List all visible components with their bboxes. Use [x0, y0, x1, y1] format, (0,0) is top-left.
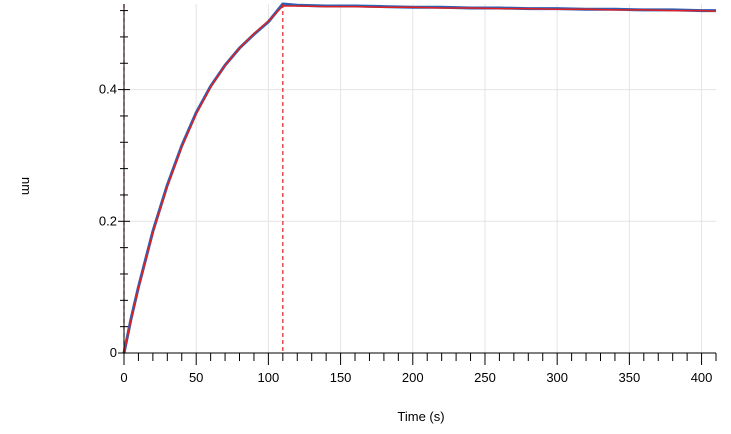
vertical-markers — [123, 4, 284, 353]
x-tick-label: 300 — [546, 370, 568, 385]
x-tick-label: 400 — [691, 370, 713, 385]
grid — [124, 4, 716, 353]
x-tick-label: 350 — [619, 370, 641, 385]
x-tick-label: 250 — [474, 370, 496, 385]
x-tick-label: 100 — [258, 370, 280, 385]
x-tick-label: 50 — [189, 370, 203, 385]
series-layer — [122, 2, 717, 354]
y-tick-label: 0.2 — [99, 213, 117, 228]
x-axis-title: Time (s) — [397, 409, 444, 424]
y-tick-label: 0.4 — [99, 82, 117, 97]
x-tick-label: 150 — [330, 370, 352, 385]
tick-labels: 0 50 100 150 200 250 300 350 400 0 0.2 0.4 — [99, 82, 712, 385]
series-line-fit — [123, 5, 717, 354]
series-line-measured — [122, 2, 716, 354]
axes — [118, 4, 717, 365]
x-tick-label: 200 — [402, 370, 424, 385]
y-axis-title: nm — [19, 177, 34, 195]
x-tick-label: 0 — [120, 370, 127, 385]
y-tick-label: 0 — [110, 345, 117, 360]
